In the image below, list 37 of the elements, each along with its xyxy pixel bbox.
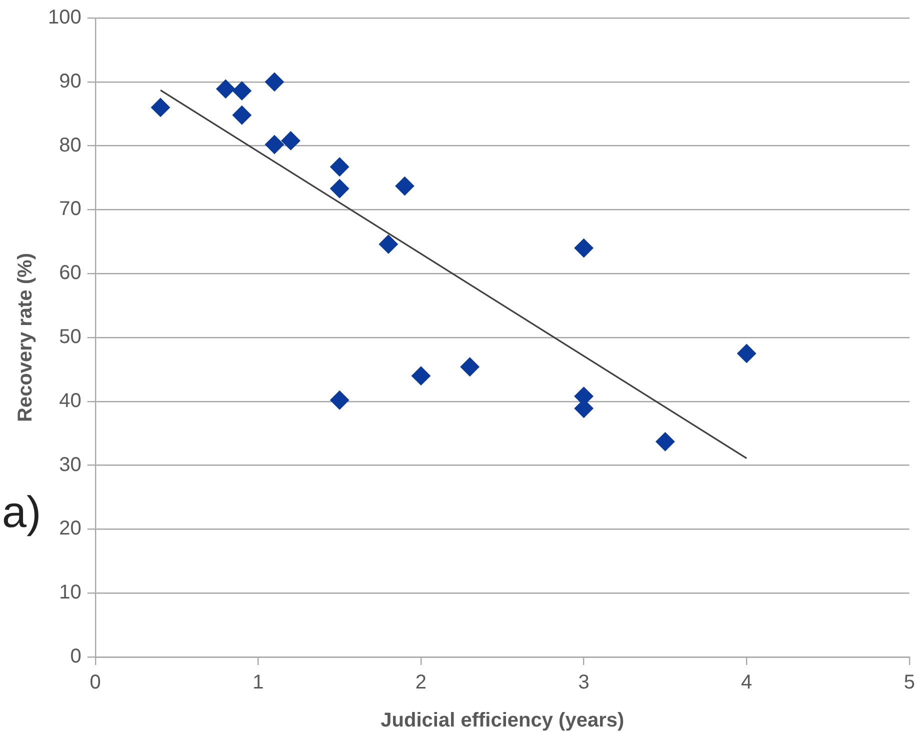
x-tick-label: 4 <box>741 672 752 694</box>
x-tick-label: 2 <box>415 672 427 694</box>
point <box>395 176 414 196</box>
x-tick-label: 5 <box>904 672 915 694</box>
point <box>460 357 480 376</box>
point <box>330 157 350 176</box>
y-tick-label: 40 <box>59 390 82 412</box>
point <box>232 81 252 100</box>
point <box>264 135 284 154</box>
y-tick-label: 0 <box>70 646 82 668</box>
y-tick-label: 60 <box>59 262 82 284</box>
point <box>150 98 170 117</box>
x-tick-label: 1 <box>252 672 264 694</box>
point <box>574 238 594 258</box>
point <box>656 432 675 452</box>
point <box>264 72 284 92</box>
point <box>281 131 300 150</box>
y-axis-title: Recovery rate (%) <box>14 253 37 422</box>
y-tick-label: 80 <box>59 134 82 156</box>
y-tick-label: 50 <box>59 326 82 348</box>
point <box>216 79 236 98</box>
text: a) <box>2 488 42 538</box>
point <box>378 234 398 254</box>
x-axis-title: Judicial efficiency (years) <box>380 710 624 732</box>
y-tick-label: 90 <box>59 70 82 92</box>
point <box>330 390 350 410</box>
point <box>232 106 252 125</box>
y-tick-label: 70 <box>59 198 82 220</box>
point <box>737 344 756 363</box>
x-tick-label: 0 <box>90 672 101 694</box>
y-tick-label: 100 <box>48 6 82 29</box>
point <box>330 179 350 198</box>
y-tick-label: 20 <box>59 518 82 540</box>
x-tick-label: 3 <box>578 672 590 694</box>
y-tick-label: 10 <box>59 582 82 604</box>
point <box>411 366 430 386</box>
y-tick-label: 30 <box>59 454 82 476</box>
